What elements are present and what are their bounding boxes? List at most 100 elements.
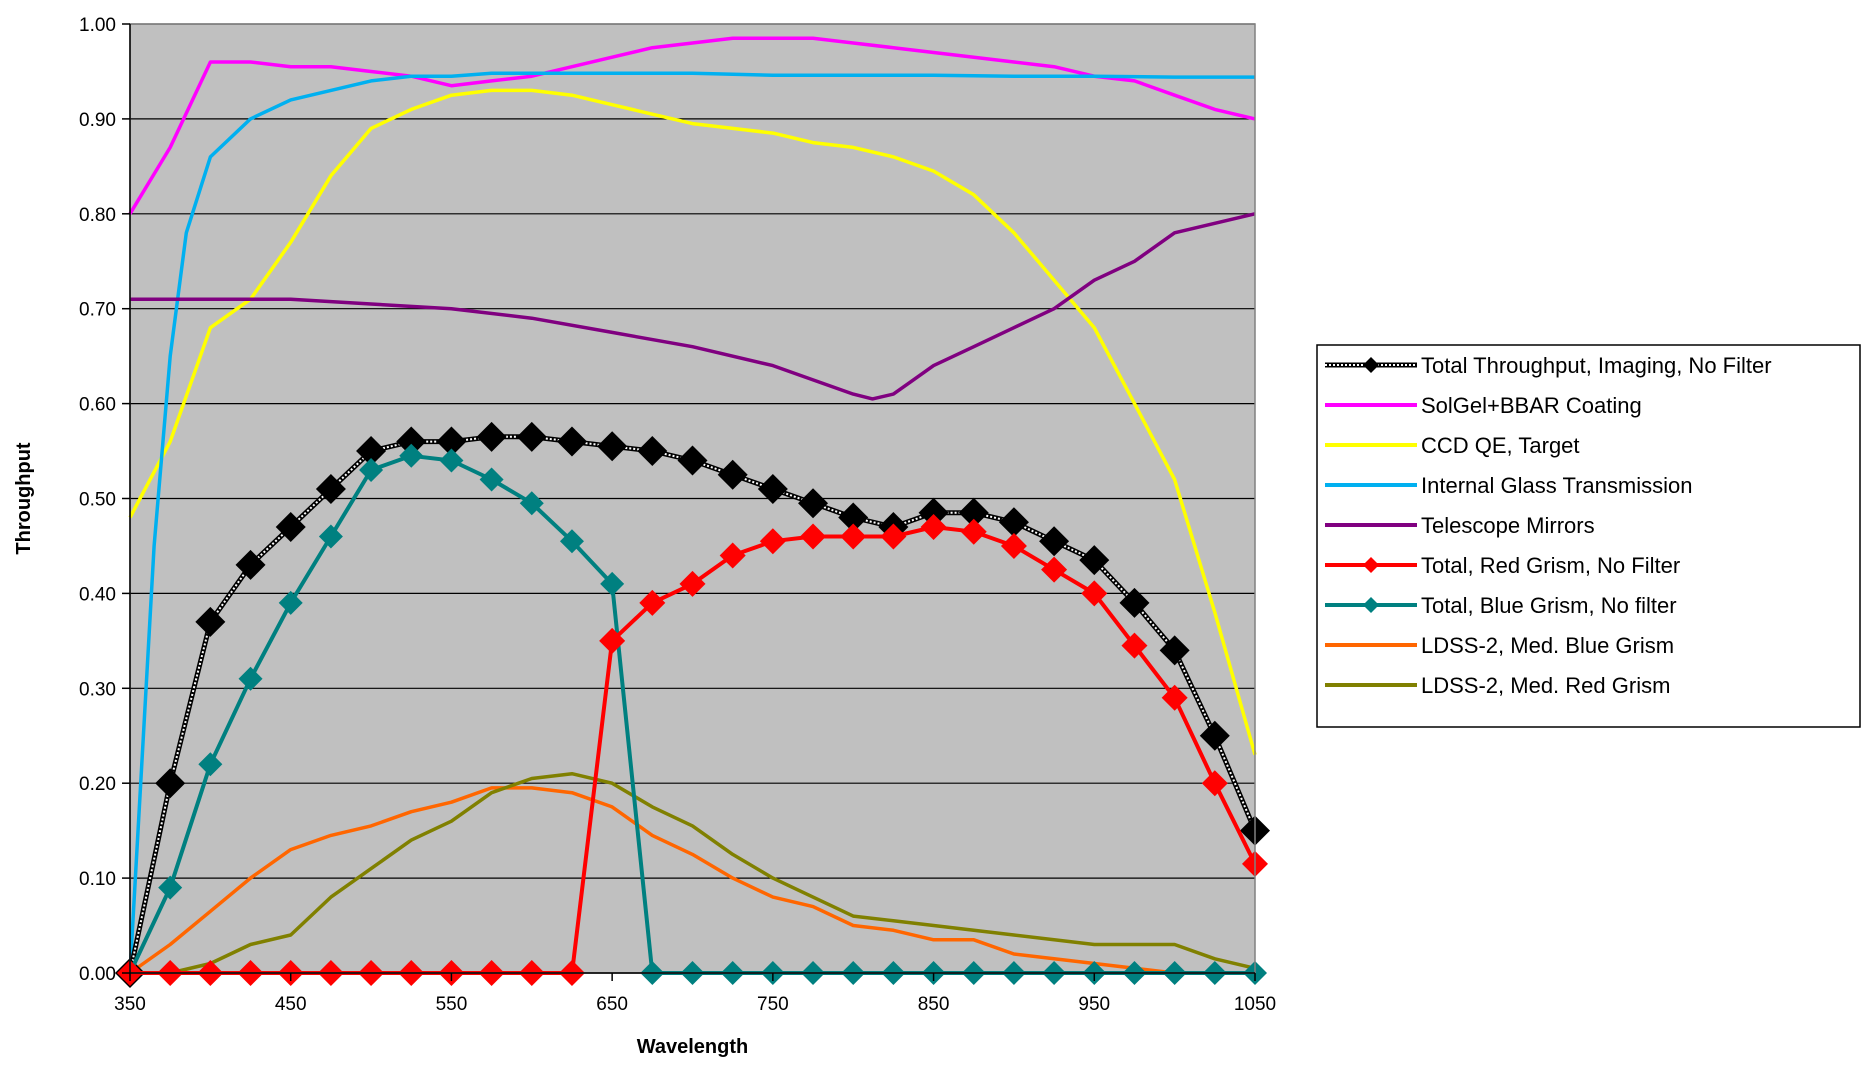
data-point-marker	[838, 502, 869, 533]
legend-item: Telescope Mirrors	[1325, 513, 1595, 538]
data-point-marker	[399, 443, 424, 468]
series-line	[128, 88, 1257, 756]
data-point-marker	[920, 513, 947, 540]
data-point-marker	[1081, 580, 1108, 607]
x-tick-label: 450	[275, 994, 307, 1015]
data-point-marker	[479, 467, 504, 492]
data-point-marker	[800, 523, 827, 550]
data-point-marker	[1201, 770, 1228, 797]
data-point-marker	[597, 431, 628, 462]
data-point-marker	[396, 426, 427, 457]
data-point-marker	[516, 421, 547, 452]
series-solgel-bbar-coating	[128, 36, 1256, 215]
data-point-marker	[1159, 635, 1190, 666]
data-point-marker	[275, 511, 306, 542]
data-point-marker	[639, 589, 666, 616]
data-point-marker	[278, 590, 303, 615]
data-point-marker	[719, 542, 746, 569]
series-ldss-2-med-red-grism	[130, 771, 1256, 975]
data-point-marker	[677, 445, 708, 476]
data-point-marker	[476, 421, 507, 452]
legend: Total Throughput, Imaging, No Filter SolG…	[1316, 344, 1861, 728]
y-axis-title: Throughput	[13, 442, 35, 555]
data-point-marker	[559, 529, 584, 554]
legend-label: Total, Red Grism, No Filter	[1421, 553, 1680, 578]
data-point-marker	[880, 523, 907, 550]
data-point-marker	[158, 875, 183, 900]
y-tick-label: 0.30	[79, 679, 116, 700]
data-point-marker	[757, 474, 788, 505]
legend-item: Internal Glass Transmission	[1325, 473, 1692, 498]
x-tick-label: 1050	[1234, 994, 1276, 1015]
series-line	[128, 71, 1255, 974]
x-tick-label: 650	[596, 994, 628, 1015]
data-point-marker	[918, 497, 949, 528]
data-point-marker	[195, 606, 226, 637]
data-point-marker	[1079, 545, 1110, 576]
data-point-marker	[356, 436, 387, 467]
x-tick-label: 950	[1078, 994, 1110, 1015]
data-point-marker	[1041, 556, 1068, 583]
data-point-marker	[958, 497, 989, 528]
data-point-marker	[798, 488, 829, 519]
y-tick-label: 0.90	[79, 110, 116, 131]
x-tick-label: 350	[114, 994, 146, 1015]
y-tick-label: 0.40	[79, 584, 116, 605]
data-point-marker	[1199, 720, 1230, 751]
data-point-marker	[637, 436, 668, 467]
data-point-marker	[1039, 526, 1070, 557]
data-point-marker	[599, 627, 626, 654]
y-tick-label: 0.00	[79, 964, 116, 985]
legend-label: Total, Blue Grism, No filter	[1421, 593, 1677, 618]
data-point-marker	[998, 507, 1029, 538]
legend-item: Total, Red Grism, No Filter	[1325, 553, 1680, 578]
y-tick-label: 0.60	[79, 395, 116, 416]
x-tick-label: 850	[918, 994, 950, 1015]
series-ldss-2-med-blue-grism	[128, 786, 1255, 975]
legend-item: SolGel+BBAR Coating	[1325, 393, 1642, 418]
y-tick-label: 0.80	[79, 205, 116, 226]
data-point-marker	[155, 768, 186, 799]
series-telescope-mirrors	[130, 212, 1256, 401]
data-point-marker	[315, 474, 346, 505]
legend-label: CCD QE, Target	[1421, 433, 1580, 458]
data-point-marker	[840, 523, 867, 550]
legend-label: Telescope Mirrors	[1421, 513, 1595, 538]
legend-item: Total Throughput, Imaging, No Filter	[1325, 353, 1772, 378]
legend-item: Total, Blue Grism, No filter	[1325, 593, 1677, 618]
legend-item: LDSS-2, Med. Red Grism	[1325, 673, 1670, 698]
y-tick-label: 1.00	[79, 15, 116, 36]
data-point-marker	[318, 524, 343, 549]
series-line	[130, 212, 1256, 401]
data-point-marker	[759, 528, 786, 555]
data-point-marker	[436, 426, 467, 457]
data-point-marker	[1121, 632, 1148, 659]
legend-label: Internal Glass Transmission	[1421, 473, 1692, 498]
data-point-marker	[1161, 684, 1188, 711]
legend-marker	[1363, 557, 1379, 573]
data-point-marker	[717, 459, 748, 490]
legend-marker	[1363, 597, 1379, 613]
y-tick-label: 0.10	[79, 869, 116, 890]
axes: 0.00 0.10 0.20 0.30 0.40 0.50 0.60 0.70 0.80 0.90…	[79, 15, 1276, 1015]
series-line	[128, 786, 1255, 975]
data-point-marker	[235, 549, 266, 580]
legend-marker	[1363, 357, 1379, 373]
data-point-marker	[1119, 587, 1150, 618]
y-tick-label: 0.70	[79, 300, 116, 321]
legend-box	[1316, 344, 1861, 728]
x-tick-label: 550	[436, 994, 468, 1015]
legend-label: LDSS-2, Med. Red Grism	[1421, 673, 1670, 698]
legend-item: CCD QE, Target	[1325, 433, 1580, 458]
data-point-marker	[556, 426, 587, 457]
legend-label: SolGel+BBAR Coating	[1421, 393, 1642, 418]
series-ccd-qe-target	[128, 88, 1257, 756]
data-point-marker	[960, 518, 987, 545]
data-point-marker	[1000, 532, 1027, 559]
series-line	[130, 771, 1256, 975]
series-line	[128, 36, 1256, 215]
x-tick-label: 750	[757, 994, 789, 1015]
series-total-throughput-imaging-no-filter	[115, 421, 1270, 988]
series-internal-glass-transmission	[128, 71, 1255, 974]
